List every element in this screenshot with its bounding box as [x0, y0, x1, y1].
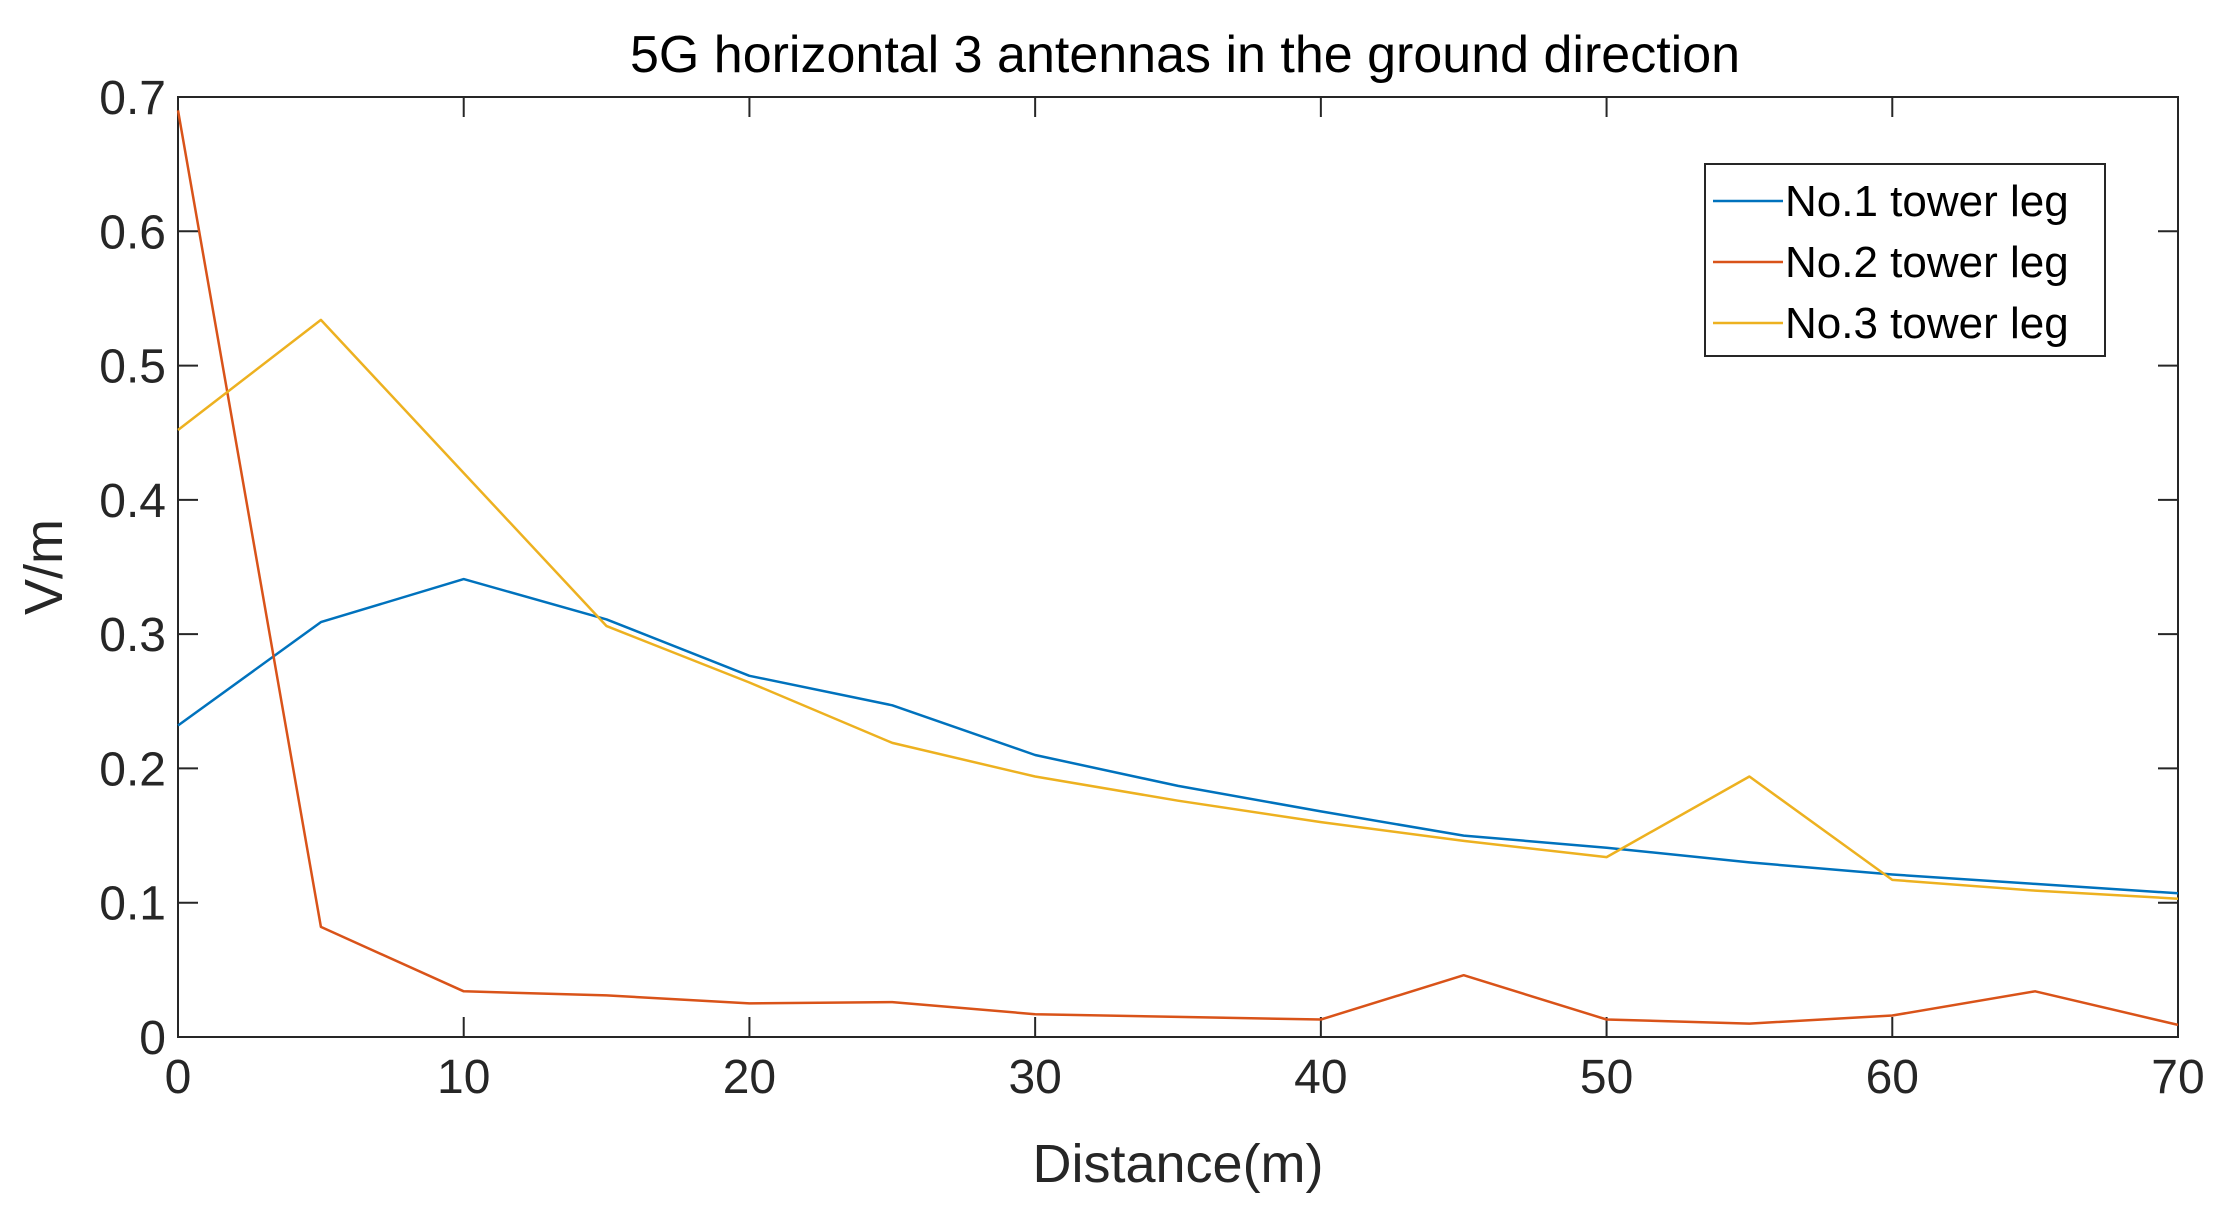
x-tick-label: 10 — [437, 1051, 490, 1104]
x-axis-label: Distance(m) — [1032, 1134, 1323, 1194]
y-axis-label: V/m — [14, 519, 74, 615]
x-tick-label: 40 — [1294, 1051, 1347, 1104]
x-tick-label: 50 — [1580, 1051, 1633, 1104]
y-tick-label: 0.5 — [99, 341, 166, 394]
y-tick-label: 0.4 — [99, 475, 166, 528]
y-axis-tick-labels: 0 0.1 0.2 0.3 0.4 0.5 0.6 0.7 — [99, 72, 166, 1065]
y-tick-label: 0 — [139, 1012, 166, 1065]
plot-frame — [177, 96, 2179, 1038]
legend-items: No.1 tower leg No.2 tower leg No.3 tower l… — [1713, 177, 2069, 348]
y-tick-label: 0.3 — [99, 609, 166, 662]
chart-title: 5G horizontal 3 antennas in the ground d… — [630, 26, 1740, 84]
x-tick-label: 30 — [1008, 1051, 1061, 1104]
y-tick-label: 0.2 — [99, 743, 166, 796]
legend: No.1 tower leg No.2 tower leg No.3 tower l… — [1704, 163, 2106, 357]
x-tick-label: 60 — [1866, 1051, 1919, 1104]
series-line-3 — [177, 318, 2179, 900]
x-axis-tick-labels: 0 10 20 30 40 50 60 70 — [165, 1051, 2205, 1104]
legend-label-2: No.2 tower leg — [1785, 238, 2069, 287]
series-line-1 — [177, 577, 2179, 895]
y-axis-ticks — [178, 96, 2178, 1038]
x-tick-label: 0 — [165, 1051, 192, 1104]
x-tick-label: 70 — [2151, 1051, 2204, 1104]
y-tick-label: 0.6 — [99, 206, 166, 259]
y-tick-label: 0.1 — [99, 878, 166, 931]
series-lines — [176, 110, 2179, 1027]
legend-label-3: No.3 tower leg — [1785, 299, 2069, 348]
x-tick-label: 20 — [723, 1051, 776, 1104]
x-axis-ticks — [177, 97, 2179, 1037]
legend-label-1: No.1 tower leg — [1785, 177, 2069, 226]
series-line-2 — [176, 110, 2179, 1027]
y-tick-label: 0.7 — [99, 72, 166, 125]
